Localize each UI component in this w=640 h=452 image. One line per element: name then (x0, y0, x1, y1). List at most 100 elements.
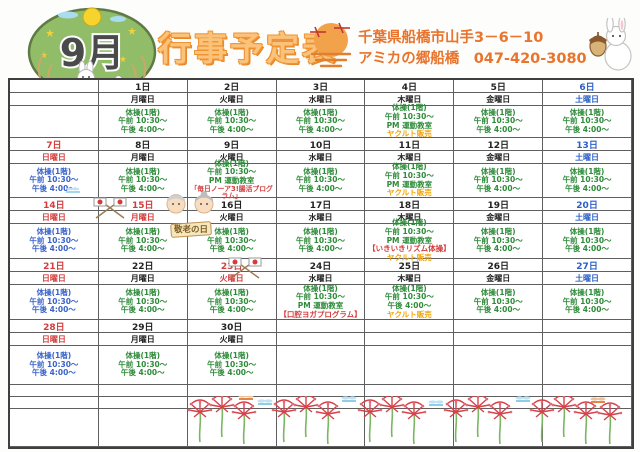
events-cell-8日: 体操(1階) 午前 10:30～ 午後 4:00～ (98, 164, 188, 198)
events-cell-1日: 体操(1階) 午前 10:30～ 午後 4:00～ (98, 106, 188, 138)
event-line: 午前 10:30～ (562, 116, 612, 126)
day-cell-29日: 月曜日 (98, 333, 188, 346)
footer-cell (365, 397, 455, 409)
event-line: 【口腔ヨガプログラム】 (279, 309, 362, 319)
dragonfly-icon (310, 22, 350, 38)
event-line: 午後 4:00～ (565, 305, 609, 315)
event-line: 体操(1階) (303, 166, 338, 176)
event-line: 午前 10:30～ (118, 235, 168, 245)
footer-cell (276, 409, 366, 447)
day-cell-10日: 水曜日 (276, 151, 366, 164)
events-cell-3日: 体操(1階) 午前 10:30～ 午後 4:00～ (276, 106, 366, 138)
event-line: 午後 4:00～ (476, 183, 521, 193)
event-line: 午前 10:30～ (207, 359, 257, 369)
day-cell-16日: 火曜日 (187, 211, 277, 224)
events-cell-7日: 体操(1階) 午前 10:30～ 午後 4:00～ (10, 164, 99, 198)
elderly-couple-icon: 敬老の日 (166, 191, 214, 238)
event-line: 体操(1階) (125, 107, 161, 117)
events-cell-empty (454, 346, 544, 385)
events-cell-10日: 体操(1階) 午前 10:30～ 午後 4:00～ (276, 164, 366, 198)
event-line: 午前 10:30～ (29, 235, 79, 245)
event-line: 午後 4:00～ (387, 301, 432, 310)
event-line: 体操(1階) (392, 103, 427, 113)
event-line: ヤクルト販売 (386, 252, 432, 262)
events-cell-29日: 体操(1階) 午前 10:30～ 午後 4:00～ (98, 346, 188, 385)
address-line: 千葉県船橋市山手3－6－10 (358, 30, 544, 46)
footer-cell (10, 385, 99, 397)
events-cell-2日: 体操(1階) 午前 10:30～ 午後 4:00～ (187, 106, 277, 138)
events-cell-18日: 体操(1階) 午前 10:30～ PM 運動教室 【いきいきリズム体操】 ヤクルト販売 (365, 219, 455, 262)
date-cell-20日: 20日 (543, 198, 632, 211)
date-cell-18日: 18日 (365, 198, 455, 211)
events-cell-empty (543, 346, 632, 385)
day-cell-13日: 土曜日 (543, 151, 632, 164)
event-line: 午後 4:00～ (32, 183, 76, 193)
date-cell-3日: 3日 (276, 80, 366, 93)
day-cell-12日: 金曜日 (454, 151, 544, 164)
day-cell-4日: 木曜日 (365, 93, 455, 106)
event-line: 体操(1階) (480, 107, 516, 117)
event-line: 午後 4:00～ (565, 244, 609, 254)
day-cell-5日: 金曜日 (454, 93, 544, 106)
event-line: 午前 10:30～ (207, 235, 257, 245)
events-cell-20日: 体操(1階) 午前 10:30～ 午後 4:00～ (543, 224, 632, 259)
day-cell-7日: 日曜日 (10, 151, 99, 164)
date-cell-17日: 17日 (276, 198, 366, 211)
date-cell-29日: 29日 (98, 320, 188, 333)
event-line: 午前 10:30～ (384, 227, 434, 237)
day-cell-9日: 火曜日 (187, 151, 277, 164)
day-cell-30日: 火曜日 (187, 333, 277, 346)
date-cell-22日: 22日 (98, 259, 188, 272)
footer-cell (10, 397, 99, 409)
footer-cell (543, 397, 632, 409)
stars-icon (40, 27, 136, 63)
day-cell-11日: 木曜日 (365, 151, 455, 164)
date-cell-13日: 13日 (543, 138, 632, 151)
event-line: 体操(1階) (569, 166, 605, 176)
event-line: 体操(1階) (303, 227, 338, 237)
event-line: 体操(1階) (125, 227, 161, 237)
day-cell-25日: 木曜日 (365, 272, 455, 285)
event-line: 午前 10:30～ (562, 296, 612, 306)
event-line: 体操(1階) (214, 158, 249, 168)
event-line: 午後 4:00～ (209, 305, 254, 315)
footer-cell (98, 409, 188, 447)
events-cell-17日: 体操(1階) 午前 10:30～ 午後 4:00～ (276, 224, 366, 259)
event-line: 午後 4:00～ (32, 305, 76, 315)
event-line: PM 運動教室 (297, 301, 344, 310)
event-line: 午後 4:00～ (120, 244, 165, 254)
date-cell-14日: 14日 (10, 198, 99, 211)
event-line: ヤクルト販売 (386, 188, 432, 198)
date-cell-25日: 25日 (365, 259, 455, 272)
event-line: 午前 10:30～ (207, 116, 257, 126)
events-cell-23日: 体操(1階) 午前 10:30～ 午後 4:00～ (187, 285, 277, 320)
event-line: 体操(1階) (480, 288, 516, 298)
event-line: 午後 4:00～ (120, 124, 165, 134)
date-cell-5日: 5日 (454, 80, 544, 93)
day-cell-3日: 水曜日 (276, 93, 366, 106)
footer-cell (365, 409, 455, 447)
events-cell-22日: 体操(1階) 午前 10:30～ 午後 4:00～ (98, 285, 188, 320)
day-cell-28日: 日曜日 (10, 333, 99, 346)
rabbit-acorn-icon (589, 18, 632, 71)
event-line: 体操(1階) (214, 288, 249, 298)
day-cell-8日: 月曜日 (98, 151, 188, 164)
date-cell-11日: 11日 (365, 138, 455, 151)
day-cell-empty (276, 333, 366, 346)
date-cell-24日: 24日 (276, 259, 366, 272)
events-cell-14日: 体操(1階) 午前 10:30～ 午後 4:00～ (10, 224, 99, 259)
event-line: 体操(1階) (303, 107, 338, 117)
event-line: 午後 4:00～ (565, 183, 609, 193)
date-cell-26日: 26日 (454, 259, 544, 272)
day-cell-27日: 土曜日 (543, 272, 632, 285)
event-line: 午後 4:00～ (476, 124, 521, 134)
event-line: 午前 10:30～ (29, 296, 79, 306)
events-cell-9日: 体操(1階) 午前 10:30～ PM 運動教室 「毎日ノーア3!腸活プログラム」 (187, 159, 277, 200)
event-line: 体操(1階) (36, 227, 72, 237)
event-line: 午後 4:00～ (298, 244, 343, 254)
date-cell-16日: 16日 (187, 198, 277, 211)
event-line: 午後 4:00～ (298, 124, 343, 134)
date-cell-empty (10, 80, 99, 93)
footer-cell (543, 385, 632, 397)
